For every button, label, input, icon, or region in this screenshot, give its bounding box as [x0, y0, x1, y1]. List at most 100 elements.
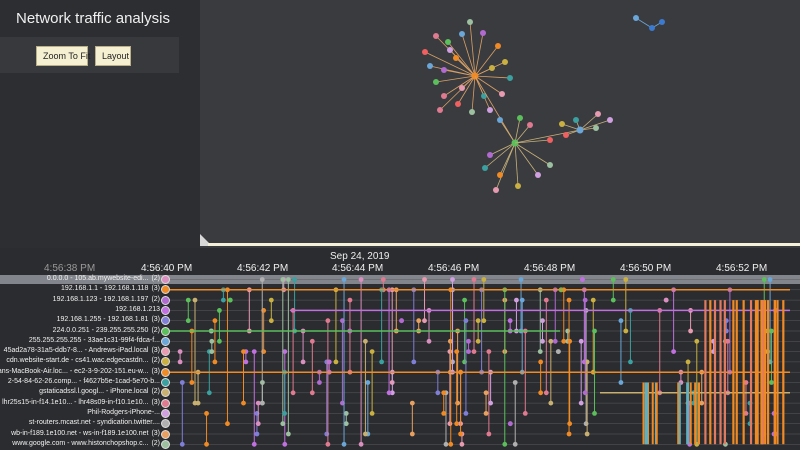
timeline-event[interactable] [341, 441, 347, 447]
graph-node[interactable] [515, 183, 521, 189]
timeline-event[interactable] [628, 359, 633, 365]
timeline-event[interactable] [488, 400, 494, 406]
timeline-event[interactable] [466, 349, 471, 354]
timeline-event[interactable] [411, 359, 417, 365]
timeline-event[interactable] [507, 421, 513, 427]
row-label[interactable]: 0.0.0.0 - 105.ab.mywebsite-edi... (2) [47, 274, 160, 284]
timeline-event[interactable] [555, 349, 561, 354]
graph-node[interactable] [441, 93, 447, 99]
timeline-event[interactable] [280, 421, 286, 427]
timeline-event[interactable] [447, 421, 453, 427]
graph-node[interactable] [547, 162, 553, 168]
network-graph-canvas[interactable] [200, 0, 800, 220]
timeline-event[interactable] [512, 380, 518, 385]
row-label[interactable]: st-routers.mcast.net - syndication.twitt… [29, 418, 160, 428]
timeline-event[interactable] [486, 431, 492, 437]
graph-node[interactable] [480, 30, 486, 36]
timeline-event[interactable] [386, 390, 392, 396]
timeline-event[interactable] [483, 411, 489, 416]
timeline-event[interactable] [177, 359, 183, 365]
timeline-event[interactable] [212, 318, 218, 324]
timeline-event[interactable] [192, 297, 198, 303]
graph-node[interactable] [495, 43, 501, 49]
graph-node[interactable] [481, 93, 487, 99]
timeline-event[interactable] [254, 431, 260, 437]
row-label[interactable]: Phil-Rodgers-iPhone-... [87, 408, 160, 418]
graph-node[interactable] [487, 152, 493, 158]
timeline-event[interactable] [462, 297, 467, 303]
timeline-event[interactable] [209, 349, 215, 354]
timeline-event[interactable] [309, 390, 315, 396]
timeline-event[interactable] [285, 277, 291, 282]
timeline-event[interactable] [255, 421, 261, 427]
graph-node[interactable] [422, 49, 428, 55]
graph-node[interactable] [489, 65, 495, 71]
timeline-event[interactable] [325, 441, 331, 447]
timeline-event[interactable] [179, 380, 185, 385]
graph-node[interactable] [535, 172, 541, 178]
graph-node[interactable] [459, 85, 465, 91]
timeline-event[interactable] [292, 277, 297, 282]
timeline-event[interactable] [543, 297, 549, 303]
timeline-event[interactable] [699, 400, 705, 406]
graph-node[interactable] [517, 115, 523, 121]
timeline-event[interactable] [566, 297, 572, 303]
timeline-event[interactable] [483, 390, 489, 396]
graph-node[interactable] [497, 117, 503, 123]
row-label[interactable]: 192.168.1.123 - 192.168.1.197 (2) [53, 295, 160, 305]
timeline-event[interactable] [455, 400, 461, 406]
timeline-event[interactable] [369, 349, 375, 354]
timeline-event[interactable] [363, 338, 368, 344]
timeline-event[interactable] [592, 411, 597, 416]
timeline-event[interactable] [317, 380, 322, 385]
timeline-event[interactable] [514, 297, 519, 303]
timeline-event[interactable] [333, 359, 339, 365]
timeline-event[interactable] [195, 400, 201, 406]
timeline-event[interactable] [481, 318, 487, 324]
row-label[interactable]: 2-54-84-62-26.comp... - f4627b5e-1cad-5e… [8, 377, 160, 387]
timeline-event[interactable] [241, 400, 246, 406]
layout-button[interactable]: Layout [95, 46, 131, 66]
graph-node[interactable] [559, 121, 565, 127]
timeline-event[interactable] [518, 277, 524, 282]
graph-node[interactable] [441, 67, 447, 73]
timeline-event[interactable] [409, 400, 415, 406]
timeline-event[interactable] [220, 297, 226, 303]
graph-node[interactable] [659, 19, 665, 25]
timeline-event[interactable] [206, 390, 212, 396]
graph-node[interactable] [607, 117, 613, 123]
timeline-event[interactable] [463, 411, 469, 416]
timeline-event[interactable] [185, 297, 191, 303]
timeline-event[interactable] [584, 359, 590, 365]
timeline-event[interactable] [422, 318, 427, 324]
timeline-event[interactable] [507, 318, 513, 324]
graph-node[interactable] [427, 63, 433, 69]
timeline-event[interactable] [379, 359, 385, 365]
timeline-event[interactable] [567, 338, 573, 344]
timeline-event[interactable] [204, 441, 209, 447]
timeline-event[interactable] [582, 297, 588, 303]
timeline-event[interactable] [590, 297, 596, 303]
row-label[interactable]: lhr25s15-in-f14.1e10... - lhr48s09-in-f1… [2, 398, 160, 408]
timeline-event[interactable] [290, 390, 296, 396]
graph-node[interactable] [499, 91, 505, 97]
timeline-event[interactable] [177, 349, 183, 354]
timeline-event[interactable] [324, 431, 330, 437]
timeline-event[interactable] [552, 338, 558, 344]
timeline-event[interactable] [537, 349, 543, 354]
timeline-event[interactable] [189, 380, 195, 385]
timeline-event[interactable] [358, 441, 364, 447]
graph-node[interactable] [487, 107, 493, 113]
timeline-event[interactable] [282, 349, 288, 354]
timeline-events-canvas[interactable] [0, 248, 800, 450]
timeline-event[interactable] [743, 380, 749, 385]
timeline-event[interactable] [454, 349, 460, 354]
timeline-event[interactable] [251, 441, 257, 447]
timeline-event[interactable] [380, 277, 386, 282]
graph-node[interactable] [433, 79, 439, 85]
timeline-event[interactable] [582, 390, 588, 396]
timeline-event[interactable] [522, 411, 528, 416]
timeline-event[interactable] [459, 441, 465, 447]
timeline-event[interactable] [358, 277, 364, 282]
timeline-event[interactable] [543, 390, 549, 396]
